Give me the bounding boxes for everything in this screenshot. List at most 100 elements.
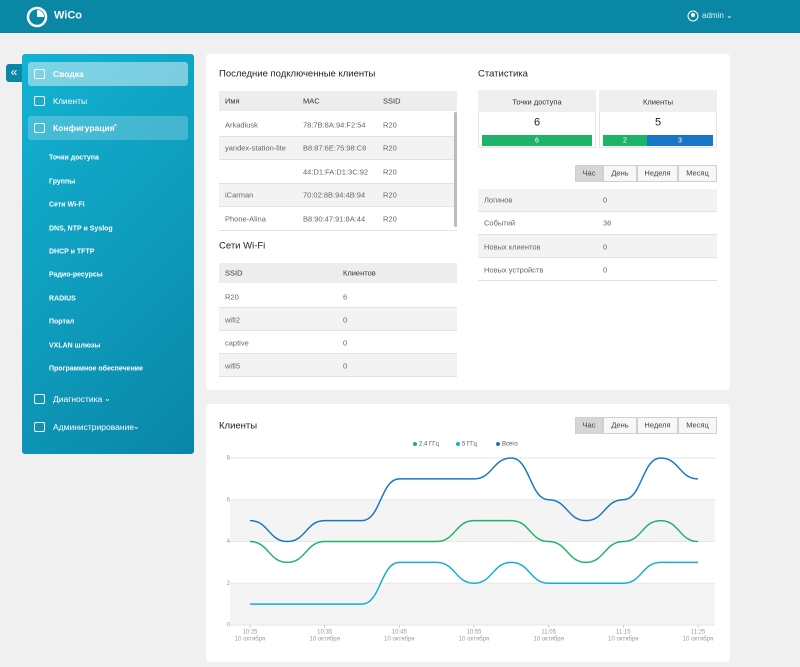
stat-bar-label: 6 <box>535 137 539 145</box>
stat-card-value: 6 <box>533 116 541 129</box>
table-cell: iCarman <box>225 190 254 200</box>
period-tab[interactable] <box>575 164 603 182</box>
menu-chevron: ⌄ <box>104 394 111 403</box>
table-cell: wifi2 <box>225 314 241 324</box>
x-tick-sublabel: 10 октября <box>534 637 564 643</box>
period-tab[interactable] <box>637 164 678 182</box>
x-tick-sublabel: 10 октября <box>310 637 340 643</box>
stat-value: 0 <box>603 241 608 251</box>
period-tab[interactable] <box>575 416 603 434</box>
table-row <box>219 331 457 354</box>
table-cell: R20 <box>383 120 397 129</box>
period-tab[interactable] <box>637 416 678 434</box>
period-tab-label[interactable]: Месяц <box>686 420 709 430</box>
legend-label: 2.4 ГГц <box>419 442 440 448</box>
legend-marker <box>456 442 460 446</box>
table-row <box>219 113 457 137</box>
x-tick-label: 11:25 <box>691 630 706 636</box>
period-tab-label[interactable]: Месяц <box>686 168 709 178</box>
line <box>249 457 699 543</box>
brand: WiCo <box>54 9 83 22</box>
period-tab[interactable] <box>678 416 717 434</box>
submenu-item[interactable]: Радио-ресурсы <box>49 271 103 279</box>
column-header: MAC <box>303 96 320 106</box>
top-bar <box>0 0 800 33</box>
table-row <box>478 258 717 282</box>
submenu-item[interactable]: Портал <box>49 318 75 326</box>
period-tab[interactable] <box>603 164 637 182</box>
open-group-bg <box>28 116 188 140</box>
x-tick-label: 10:45 <box>392 630 408 636</box>
menu-icon <box>34 394 45 404</box>
submenu-item[interactable]: DNS, NTP и Syslog <box>49 225 113 233</box>
user-icon <box>687 10 699 22</box>
x-tick-label: 11:05 <box>541 630 556 636</box>
stat-name: Новых клиентов <box>484 241 541 251</box>
period-tab-label[interactable]: Час <box>582 420 596 430</box>
table-header <box>219 91 457 111</box>
user-menu[interactable]: admin <box>702 11 724 20</box>
period-tab-label[interactable]: День <box>611 420 629 430</box>
stat-name: Новых устройств <box>484 265 544 275</box>
period-tab[interactable] <box>603 416 637 434</box>
panel-title: Последние подключенные клиенты <box>219 68 376 80</box>
legend-label: 5 ГГц <box>462 442 478 448</box>
x-tick-sublabel: 10 октября <box>384 637 414 643</box>
submenu-item[interactable]: Программное обеспечение <box>49 365 143 373</box>
menu-item[interactable]: Администрирование <box>53 421 135 432</box>
table-cell: 6 <box>343 291 348 301</box>
submenu-item[interactable]: Точки доступа <box>49 154 99 162</box>
period-tab-label[interactable]: Неделя <box>644 420 671 430</box>
x-tick-label: 10:35 <box>317 630 333 636</box>
menu-item[interactable]: Клиенты <box>53 95 88 106</box>
table-cell: R20 <box>383 214 397 223</box>
table-row <box>219 285 457 308</box>
submenu-item[interactable]: Группы <box>49 178 76 186</box>
table-row <box>219 160 457 184</box>
menu-chevron: ⌃ <box>112 123 119 132</box>
menu-item[interactable]: Диагностика <box>53 393 103 404</box>
stat-card-header <box>599 90 717 112</box>
menu-item[interactable]: Сводка <box>53 68 84 79</box>
table-cell: 0 <box>343 360 348 370</box>
table-cell: yandex-station-lite <box>225 143 286 153</box>
stat-bar-label: 2 <box>623 137 627 145</box>
submenu-item[interactable]: VXLAN шлюзы <box>49 342 101 350</box>
x-tick-label: 10:55 <box>466 630 482 636</box>
table-row <box>219 207 457 231</box>
column-header: Имя <box>225 96 240 106</box>
menu-icon <box>34 422 45 432</box>
y-tick-label: 8 <box>227 456 231 462</box>
column-header: Клиентов <box>343 268 376 278</box>
submenu-item[interactable]: Сети Wi-Fi <box>49 201 85 209</box>
collapse-button[interactable]: « <box>6 64 22 82</box>
table-cell: Arkadiusk <box>225 120 258 129</box>
table-cell: R20 <box>383 190 397 200</box>
stat-name: Логинов <box>484 195 513 205</box>
menu-item[interactable]: Конфигурация <box>53 122 115 133</box>
x-tick-label: 10:25 <box>242 630 258 636</box>
submenu-item[interactable]: DHCP и TFTP <box>49 248 95 256</box>
y-tick-label: 2 <box>227 581 231 587</box>
column-header: SSID <box>383 96 401 106</box>
stat-name: Событий <box>484 218 516 228</box>
table-cell: 70:02:8B:94:4B:94 <box>303 190 366 200</box>
submenu-item[interactable]: RADIUS <box>49 295 76 303</box>
stat-bar-segment <box>647 135 713 146</box>
period-tab-label[interactable]: Час <box>582 168 596 178</box>
period-tab-label[interactable]: Неделя <box>644 168 671 178</box>
line <box>249 519 699 564</box>
period-tab[interactable] <box>678 164 717 182</box>
period-tab-label[interactable]: День <box>611 168 629 178</box>
chevron: ⌄ <box>726 11 733 20</box>
stat-bar-label: 3 <box>678 137 682 145</box>
table-row <box>478 211 717 235</box>
menu-chevron: ⌄ <box>133 422 140 431</box>
table-cell: B8:90:47:91:8A:44 <box>303 214 366 223</box>
table-cell: R20 <box>383 167 397 176</box>
table-row <box>478 235 717 259</box>
logo <box>26 6 48 28</box>
stat-bar-segment <box>482 135 592 146</box>
stat-value: 36 <box>603 218 612 228</box>
